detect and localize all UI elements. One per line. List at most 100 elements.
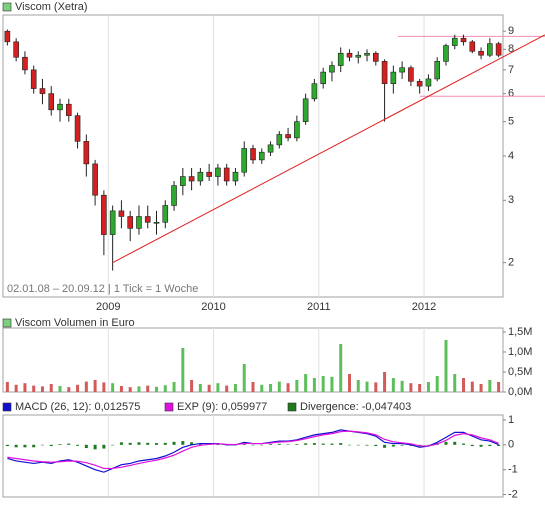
candle-body <box>267 144 274 153</box>
volume-bar <box>128 387 132 392</box>
candle-body <box>478 50 484 56</box>
volume-bar <box>330 376 334 392</box>
divergence-bar <box>269 444 273 445</box>
y-tick-label: 1,5M <box>508 326 532 338</box>
candle-body <box>180 176 186 186</box>
divergence-bar <box>242 443 246 445</box>
divergence-bar <box>163 442 167 445</box>
volume-bar <box>181 348 185 392</box>
candle-body <box>495 43 502 56</box>
y-tick-label: 5 <box>508 116 514 128</box>
x-tick-label: 2009 <box>96 301 120 313</box>
volume-bar <box>23 383 27 392</box>
candle-body <box>346 52 353 58</box>
volume-bar <box>383 372 387 392</box>
candle-body <box>285 134 291 139</box>
volume-bar <box>400 380 404 392</box>
candle-body <box>294 121 300 139</box>
legend-label: MACD (26, 12): 0,012575 <box>15 401 140 413</box>
volume-bar <box>119 386 123 392</box>
divergence-bar <box>251 444 255 446</box>
divergence-bar <box>286 444 290 445</box>
volume-bar <box>365 381 369 392</box>
candle-body <box>311 83 318 100</box>
volume-bar <box>444 340 448 392</box>
candle-body <box>197 171 204 182</box>
volume-bar <box>418 384 422 392</box>
volume-bar <box>111 383 115 392</box>
candle-body <box>39 88 46 94</box>
divergence-bar <box>67 443 71 445</box>
volume-bar <box>497 382 501 392</box>
legend-swatch <box>164 402 174 412</box>
divergence-bar <box>40 444 44 446</box>
y-tick-label: 0,0M <box>508 386 532 398</box>
volume-bar <box>67 387 71 392</box>
candle-body <box>162 205 169 223</box>
y-tick-label: -1 <box>508 464 518 476</box>
candle-body <box>329 65 335 73</box>
divergence-bar <box>400 444 404 446</box>
legend-label: Viscom Volumen in Euro <box>15 317 135 329</box>
candle-body <box>320 71 326 84</box>
candle-body <box>13 41 19 58</box>
divergence-bar <box>190 442 194 445</box>
divergence-bar <box>277 443 281 445</box>
legend-swatch <box>2 2 12 12</box>
divergence-bar <box>32 444 36 448</box>
divergence-bar <box>374 444 378 447</box>
volume-bar <box>286 383 290 392</box>
divergence-bar <box>365 444 369 446</box>
candle-body <box>223 167 230 182</box>
divergence-bar <box>383 444 387 448</box>
candle-body <box>443 45 449 62</box>
volume-bar <box>347 374 351 392</box>
candle-body <box>92 163 98 196</box>
volume-bar <box>479 384 483 392</box>
volume-bar <box>198 384 202 392</box>
candle-body <box>381 61 388 84</box>
volume-bar <box>225 385 229 392</box>
caption: 02.01.08 – 20.09.12 | 1 Tick = 1 Woche <box>7 283 198 295</box>
divergence-bar <box>172 441 176 445</box>
volume-bar <box>5 382 9 392</box>
candle-body <box>425 78 432 87</box>
candle-body <box>250 148 256 161</box>
divergence-bar <box>14 444 18 448</box>
legend-swatch <box>287 402 297 412</box>
volume-bar <box>321 376 325 392</box>
candle-body <box>65 103 72 116</box>
y-tick-label: 8 <box>508 43 514 55</box>
volume-bar <box>409 383 413 392</box>
divergence-bar <box>488 444 492 447</box>
volume-bar <box>233 384 237 392</box>
candle-body <box>469 41 476 52</box>
divergence-bar <box>76 444 80 446</box>
divergence-bar <box>462 443 466 445</box>
candle-body <box>22 56 28 71</box>
y-tick-label: 4 <box>508 150 514 162</box>
divergence-bar <box>330 443 334 445</box>
y-tick-label: -2 <box>508 488 518 500</box>
divergence-bar <box>181 441 185 445</box>
candle-body <box>109 210 116 235</box>
candle-body <box>416 80 423 87</box>
candle-body <box>136 216 142 229</box>
volume-bar <box>269 384 273 392</box>
candle-body <box>215 167 221 177</box>
volume-bar <box>207 384 211 392</box>
candle-body <box>337 52 344 66</box>
volume-bar <box>391 378 395 392</box>
divergence-bar <box>111 444 115 446</box>
divergence-bar <box>23 444 27 448</box>
y-tick-label: 0,5M <box>508 366 532 378</box>
candle-body <box>57 103 63 111</box>
divergence-bar <box>137 442 141 445</box>
candle-body <box>241 148 248 173</box>
divergence-bar <box>102 444 106 449</box>
candle-body <box>83 141 90 165</box>
candle-body <box>74 115 81 142</box>
legend-swatch <box>2 402 12 412</box>
divergence-bar <box>216 444 220 446</box>
